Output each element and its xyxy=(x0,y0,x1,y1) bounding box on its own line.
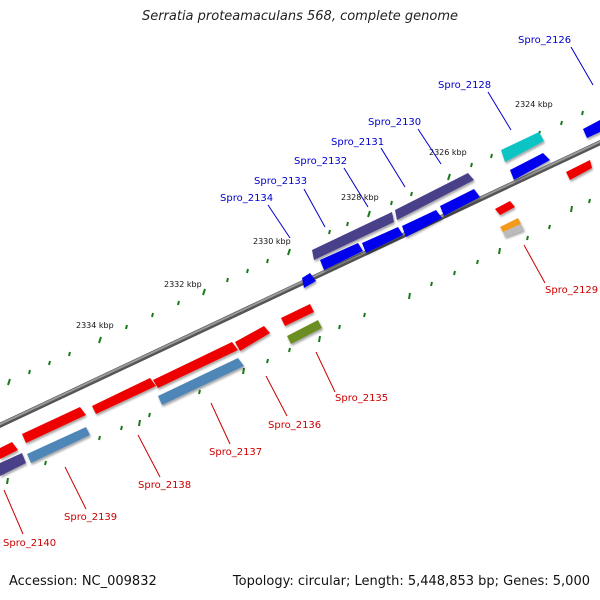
gene-label[interactable]: Spro_2140 xyxy=(3,538,56,549)
gene-label[interactable]: Spro_2128 xyxy=(438,80,491,91)
gene-labels: Spro_2126 Spro_2128 Spro_2130 Spro_2131 … xyxy=(3,35,598,549)
gene-label[interactable]: Spro_2126 xyxy=(518,35,571,46)
gene-label[interactable]: Spro_2134 xyxy=(220,193,273,204)
gene-arrow[interactable] xyxy=(510,153,550,180)
gene-arrow[interactable] xyxy=(503,224,524,237)
topology-text: Topology: circular; Length: 5,448,853 bp… xyxy=(232,574,590,589)
gene-arrow[interactable] xyxy=(302,273,316,288)
gene-arrow[interactable] xyxy=(501,132,544,162)
kbp-label: 2326 kbp xyxy=(429,148,467,157)
gene-arrow[interactable] xyxy=(92,378,156,414)
gene-label[interactable]: Spro_2132 xyxy=(294,156,347,167)
gene-arrow[interactable] xyxy=(500,218,521,232)
gene-label[interactable]: Spro_2131 xyxy=(331,137,384,148)
gene-arrow[interactable] xyxy=(440,189,480,216)
kbp-label: 2328 kbp xyxy=(341,193,379,202)
inner-tick-track xyxy=(6,198,591,485)
gene-arrow[interactable] xyxy=(320,243,363,270)
gene-arrow[interactable] xyxy=(27,427,90,463)
gene-label[interactable]: Spro_2137 xyxy=(209,447,262,458)
gene-arrow[interactable] xyxy=(153,342,238,388)
kbp-label: 2330 kbp xyxy=(253,237,291,246)
gene-arrow[interactable] xyxy=(22,407,86,443)
kbp-label: 2324 kbp xyxy=(515,100,553,109)
gene-arrow[interactable] xyxy=(287,320,322,344)
gene-arrow[interactable] xyxy=(495,201,515,215)
gene-label[interactable]: Spro_2133 xyxy=(254,176,307,187)
gene-label[interactable]: Spro_2135 xyxy=(335,393,388,404)
plus-strand-genes xyxy=(0,120,600,476)
gene-arrow[interactable] xyxy=(0,453,26,476)
gene-label[interactable]: Spro_2130 xyxy=(368,117,421,128)
gene-arrow[interactable] xyxy=(281,304,314,326)
kbp-labels: 2324 kbp 2326 kbp 2328 kbp 2330 kbp 2332… xyxy=(76,100,553,330)
gene-arrow[interactable] xyxy=(395,173,474,220)
minus-strand-genes xyxy=(0,160,592,463)
gene-label[interactable]: Spro_2129 xyxy=(545,285,598,296)
gene-arrow[interactable] xyxy=(566,160,592,180)
kbp-label: 2334 kbp xyxy=(76,321,114,330)
map-title: Serratia proteamaculans 568, complete ge… xyxy=(141,9,459,24)
accession-text: Accession: NC_009832 xyxy=(9,574,157,589)
gene-arrow[interactable] xyxy=(402,210,442,237)
gene-arrow[interactable] xyxy=(158,358,244,405)
outer-tick-track xyxy=(7,110,584,386)
gene-label[interactable]: Spro_2139 xyxy=(64,512,117,523)
gene-arrow[interactable] xyxy=(0,442,18,459)
gene-arrow[interactable] xyxy=(235,326,270,351)
genome-backbone xyxy=(0,139,600,429)
kbp-label: 2332 kbp xyxy=(164,280,202,289)
gene-arrow[interactable] xyxy=(583,120,600,138)
gene-arrow[interactable] xyxy=(362,227,403,253)
gene-callouts xyxy=(3,46,594,535)
gene-arrow[interactable] xyxy=(312,212,394,260)
gene-label[interactable]: Spro_2138 xyxy=(138,480,191,491)
gene-label[interactable]: Spro_2136 xyxy=(268,420,321,431)
